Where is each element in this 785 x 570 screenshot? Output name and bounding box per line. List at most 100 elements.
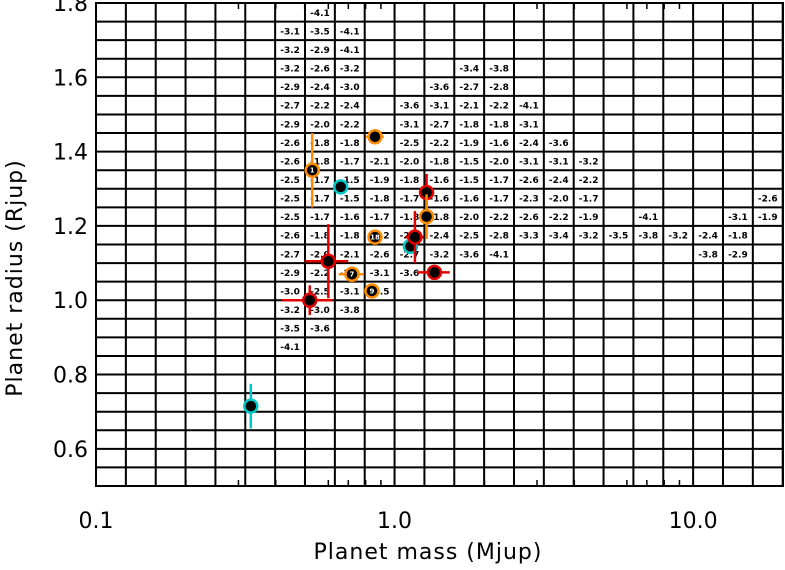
planet-point	[367, 129, 383, 145]
cell-value-label: -3.1	[370, 269, 390, 279]
x-tick-label: 1.0	[377, 509, 412, 534]
cell-value-label: -2.2	[549, 213, 569, 223]
cell-value-label: -3.6	[400, 269, 420, 279]
cell-value-label: -1.8	[310, 157, 330, 167]
cell-value-label: -3.1	[400, 120, 420, 130]
cell-value-label: -1.8	[489, 120, 509, 130]
cell-value-label: -3.5	[370, 287, 390, 297]
cell-value-label: -1.7	[489, 195, 509, 205]
cell-value-label: -2.5	[280, 195, 300, 205]
cell-value-label: -3.8	[489, 65, 509, 75]
cell-value-label: -1.8	[340, 232, 360, 242]
cell-value-label: -2.0	[489, 157, 509, 167]
planet-point	[243, 398, 259, 414]
cell-value-label: -1.6	[430, 195, 450, 205]
cell-value-label: -1.9	[370, 176, 390, 186]
cell-value-label: -1.7	[579, 195, 599, 205]
cell-value-label: -2.7	[459, 83, 479, 93]
cell-value-label: -2.5	[280, 213, 300, 223]
cell-value-label: -2.4	[549, 176, 569, 186]
cell-value-label: -2.9	[310, 46, 330, 56]
cell-value-label: -3.2	[340, 65, 360, 75]
planet-point	[364, 283, 380, 299]
cell-value-label: -2.7	[430, 120, 450, 130]
cell-value-label: -3.1	[430, 102, 450, 112]
cell-value-label: -3.6	[310, 325, 330, 335]
cell-value-label: -3.1	[340, 287, 360, 297]
y-tick-label: 0.6	[53, 438, 88, 463]
cell-value-label: -2.8	[489, 232, 509, 242]
y-tick-label: 1.2	[53, 215, 88, 240]
cell-value-label: -4.1	[489, 250, 509, 260]
cell-value-label: -3.6	[549, 139, 569, 149]
cell-value-label: -3.6	[430, 83, 450, 93]
cell-value-label: -4.1	[310, 9, 330, 19]
cell-value-label: -2.2	[340, 120, 360, 130]
cell-value-label: -3.4	[459, 65, 479, 75]
cell-value-label: -3.5	[609, 232, 629, 242]
cell-value-label: -2.6	[519, 176, 539, 186]
cell-value-label: -2.9	[280, 120, 300, 130]
cell-value-label: -3.0	[280, 287, 300, 297]
cell-value-label: -4.1	[638, 213, 658, 223]
y-tick-label: 1.6	[53, 66, 88, 91]
plot-frame	[95, 2, 784, 487]
cell-value-label: -1.5	[459, 157, 479, 167]
cell-value-label: -4.1	[340, 46, 360, 56]
cell-value-label: -3.5	[280, 325, 300, 335]
cell-value-label: -2.4	[519, 139, 539, 149]
cell-value-label: -3.6	[400, 102, 420, 112]
planet-point	[344, 266, 360, 282]
cell-value-label: -1.6	[430, 176, 450, 186]
planet-point	[302, 292, 318, 308]
cell-value-label: -2.4	[310, 83, 330, 93]
cell-value-label: -3.1	[728, 213, 748, 223]
cell-value-label: -1.7	[340, 157, 360, 167]
cell-value-label: -1.8	[370, 195, 390, 205]
planet-point	[320, 253, 337, 269]
x-axis-title: Planet mass (Mjup)	[314, 540, 543, 565]
cell-value-label: -3.5	[310, 27, 330, 37]
cell-value-label: -3.2	[430, 250, 450, 260]
cell-value-label: -3.8	[340, 306, 360, 316]
cell-value-label: -3.2	[280, 65, 300, 75]
cell-value-label: -3.1	[519, 157, 539, 167]
cell-value-label: -1.9	[459, 139, 479, 149]
y-tick-label: 0.8	[53, 364, 88, 389]
planet-point-label: 7	[350, 271, 355, 279]
planet-point	[407, 229, 423, 245]
planet-points-layer: 1 7 9 18	[243, 129, 450, 429]
cell-value-label: -2.9	[280, 83, 300, 93]
cell-value-label: -2.4	[698, 232, 718, 242]
cell-value-label: -1.6	[489, 139, 509, 149]
cell-value-label: -3.1	[280, 27, 300, 37]
cell-value-label: -2.2	[310, 102, 330, 112]
cell-value-label: -1.8	[340, 139, 360, 149]
cell-value-label: -1.8	[310, 139, 330, 149]
cell-value-label: -1.6	[459, 195, 479, 205]
cell-value-label: -2.7	[280, 250, 300, 260]
cell-value-label: -2.1	[340, 250, 360, 260]
cell-value-label: -1.7	[310, 195, 330, 205]
x-tick-label: 0.1	[79, 509, 114, 534]
planet-point	[304, 162, 320, 178]
y-tick-label: 1.8	[53, 0, 88, 17]
cell-value-label: -1.7	[370, 213, 390, 223]
cell-value-label: -2.3	[519, 195, 539, 205]
cell-value-label: -1.5	[340, 176, 360, 186]
cell-value-label: -2.8	[489, 83, 509, 93]
planet-point	[367, 229, 383, 245]
cell-value-label: -1.5	[459, 176, 479, 186]
cell-value-label: -2.6	[280, 232, 300, 242]
cell-value-label: -3.2	[280, 46, 300, 56]
y-tick-label: 1.0	[53, 289, 88, 314]
cell-value-label: -1.9	[758, 213, 778, 223]
planet-point	[418, 208, 435, 225]
cell-value-label: -2.0	[549, 195, 569, 205]
cell-value-label: -3.2	[280, 306, 300, 316]
cell-value-label: -1.8	[310, 232, 330, 242]
cell-value-label: -1.6	[340, 213, 360, 223]
cell-value-layer: -4.1 -3.1 -3.5 -4.1 -3.2 -2.9 -4.1 -3.2 -2.6 -3.2…	[280, 9, 777, 353]
cell-value-label: -2.4	[430, 232, 450, 242]
y-tick-label: 1.4	[53, 141, 88, 166]
